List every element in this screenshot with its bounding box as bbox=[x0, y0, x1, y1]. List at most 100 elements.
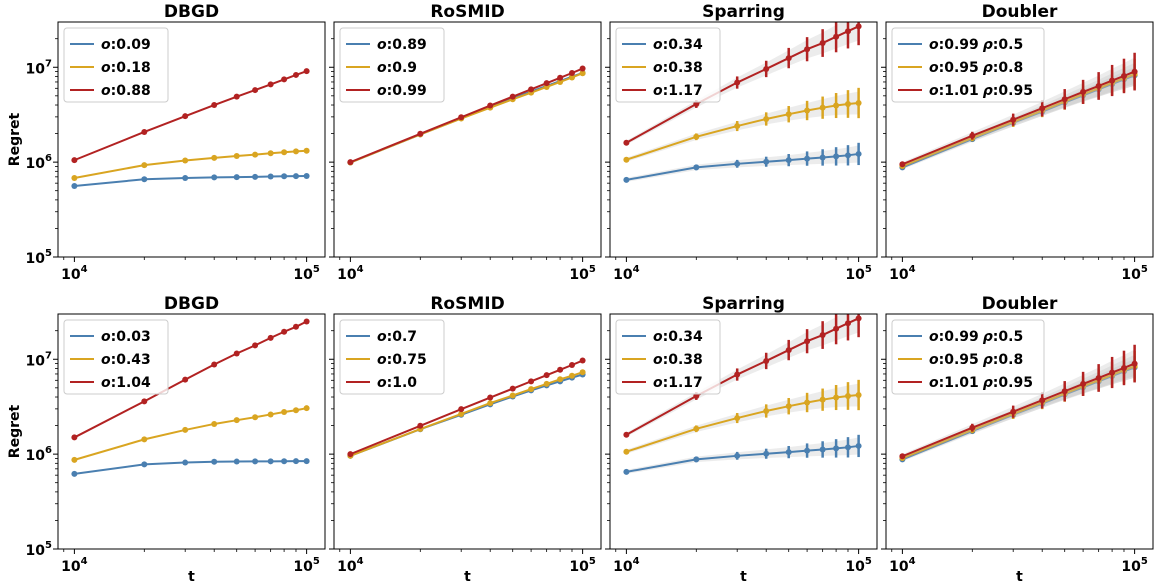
series-line bbox=[626, 394, 859, 453]
series-line bbox=[74, 460, 307, 475]
data-point bbox=[509, 385, 516, 392]
legend: o:0.34 o:0.38 o:1.17 bbox=[615, 27, 721, 103]
series-blue bbox=[71, 172, 310, 190]
data-point bbox=[623, 468, 630, 475]
data-point bbox=[71, 470, 78, 477]
legend-entry: o:0.34 bbox=[653, 37, 703, 53]
data-point bbox=[855, 315, 862, 322]
data-point bbox=[233, 458, 240, 465]
data-point bbox=[528, 386, 535, 393]
chart-title: Doubler bbox=[982, 2, 1058, 22]
data-point bbox=[182, 157, 189, 164]
x-tick-label: 105 bbox=[845, 556, 871, 575]
data-point bbox=[579, 65, 586, 72]
data-point bbox=[1010, 408, 1017, 415]
x-tick-label: 105 bbox=[293, 556, 319, 575]
data-point bbox=[1061, 388, 1068, 395]
legend-entry: o:1.17 bbox=[653, 83, 703, 99]
data-point bbox=[734, 371, 741, 378]
data-point bbox=[141, 398, 148, 405]
data-point bbox=[211, 102, 218, 109]
data-point bbox=[785, 157, 792, 164]
x-tick-label: 105 bbox=[845, 264, 871, 283]
data-point bbox=[182, 426, 189, 433]
data-point bbox=[568, 362, 575, 369]
confidence-band bbox=[626, 91, 859, 162]
data-point bbox=[292, 148, 299, 155]
series-line bbox=[626, 152, 859, 181]
data-point bbox=[804, 399, 811, 406]
series-line bbox=[350, 67, 584, 164]
legend-entry: o:0.7 bbox=[377, 329, 417, 345]
series-red bbox=[71, 68, 310, 164]
confidence-band bbox=[902, 349, 1135, 459]
data-point bbox=[252, 173, 259, 180]
x-tick-label: 104 bbox=[337, 556, 363, 575]
data-point bbox=[844, 152, 851, 159]
legend-entry: o:1.17 bbox=[653, 375, 703, 391]
confidence-band bbox=[626, 383, 859, 454]
series-red bbox=[899, 52, 1138, 168]
data-point bbox=[267, 150, 274, 157]
legend-entry: o:0.99 bbox=[377, 83, 427, 99]
axes-frame bbox=[885, 21, 1154, 258]
y-axis-label: Regret bbox=[7, 404, 23, 458]
data-point bbox=[1095, 374, 1102, 381]
data-point bbox=[623, 431, 630, 438]
data-point bbox=[855, 100, 862, 107]
axes-frame bbox=[333, 313, 602, 550]
data-point bbox=[734, 415, 741, 422]
data-point bbox=[211, 420, 218, 427]
data-point bbox=[292, 323, 299, 330]
x-tick-label: 105 bbox=[293, 264, 319, 283]
legend: o:0.34 o:0.38 o:1.17 bbox=[615, 319, 721, 395]
data-point bbox=[211, 154, 218, 161]
x-tick-label: 104 bbox=[889, 556, 915, 575]
y-tick-label: 105 bbox=[26, 540, 52, 559]
x-tick-label: 104 bbox=[613, 556, 639, 575]
data-point bbox=[899, 453, 906, 460]
x-axis-label: t bbox=[740, 569, 747, 585]
legend-entry: o:0.99 ρ:0.5 bbox=[929, 37, 1023, 53]
chart-title: RoSMID bbox=[430, 2, 504, 22]
chart-title: DBGD bbox=[164, 294, 219, 314]
data-point bbox=[1131, 360, 1138, 367]
data-point bbox=[292, 71, 299, 78]
data-point bbox=[267, 173, 274, 180]
data-point bbox=[267, 458, 274, 465]
series-gold bbox=[71, 405, 310, 463]
data-point bbox=[969, 132, 976, 139]
axes-frame bbox=[333, 21, 602, 258]
data-point bbox=[458, 410, 465, 417]
data-point bbox=[804, 338, 811, 345]
data-point bbox=[281, 409, 288, 416]
data-point bbox=[804, 107, 811, 114]
data-point bbox=[211, 458, 218, 465]
series-line bbox=[902, 365, 1135, 459]
data-point bbox=[557, 74, 564, 81]
data-point bbox=[487, 394, 494, 401]
y-tick-label: 106 bbox=[26, 153, 52, 172]
data-point bbox=[623, 176, 630, 183]
data-point bbox=[819, 396, 826, 403]
data-point bbox=[417, 422, 424, 429]
series-blue bbox=[71, 458, 310, 477]
legend-entry: o:0.43 bbox=[101, 352, 151, 368]
legend-entry: o:0.34 bbox=[653, 329, 703, 345]
data-point bbox=[579, 70, 586, 77]
data-point bbox=[804, 447, 811, 454]
x-axis-label: t bbox=[464, 569, 471, 585]
data-point bbox=[292, 458, 299, 465]
data-point bbox=[623, 448, 630, 455]
data-point bbox=[252, 151, 259, 158]
data-point bbox=[1039, 105, 1046, 112]
data-point bbox=[1010, 116, 1017, 123]
data-point bbox=[303, 172, 310, 179]
data-point bbox=[303, 405, 310, 412]
data-point bbox=[303, 318, 310, 325]
legend: o:0.89 o:0.9 o:0.99 bbox=[339, 27, 445, 103]
series-gold bbox=[623, 379, 862, 455]
data-point bbox=[1131, 68, 1138, 75]
legend-entry: o:0.9 bbox=[377, 60, 417, 76]
